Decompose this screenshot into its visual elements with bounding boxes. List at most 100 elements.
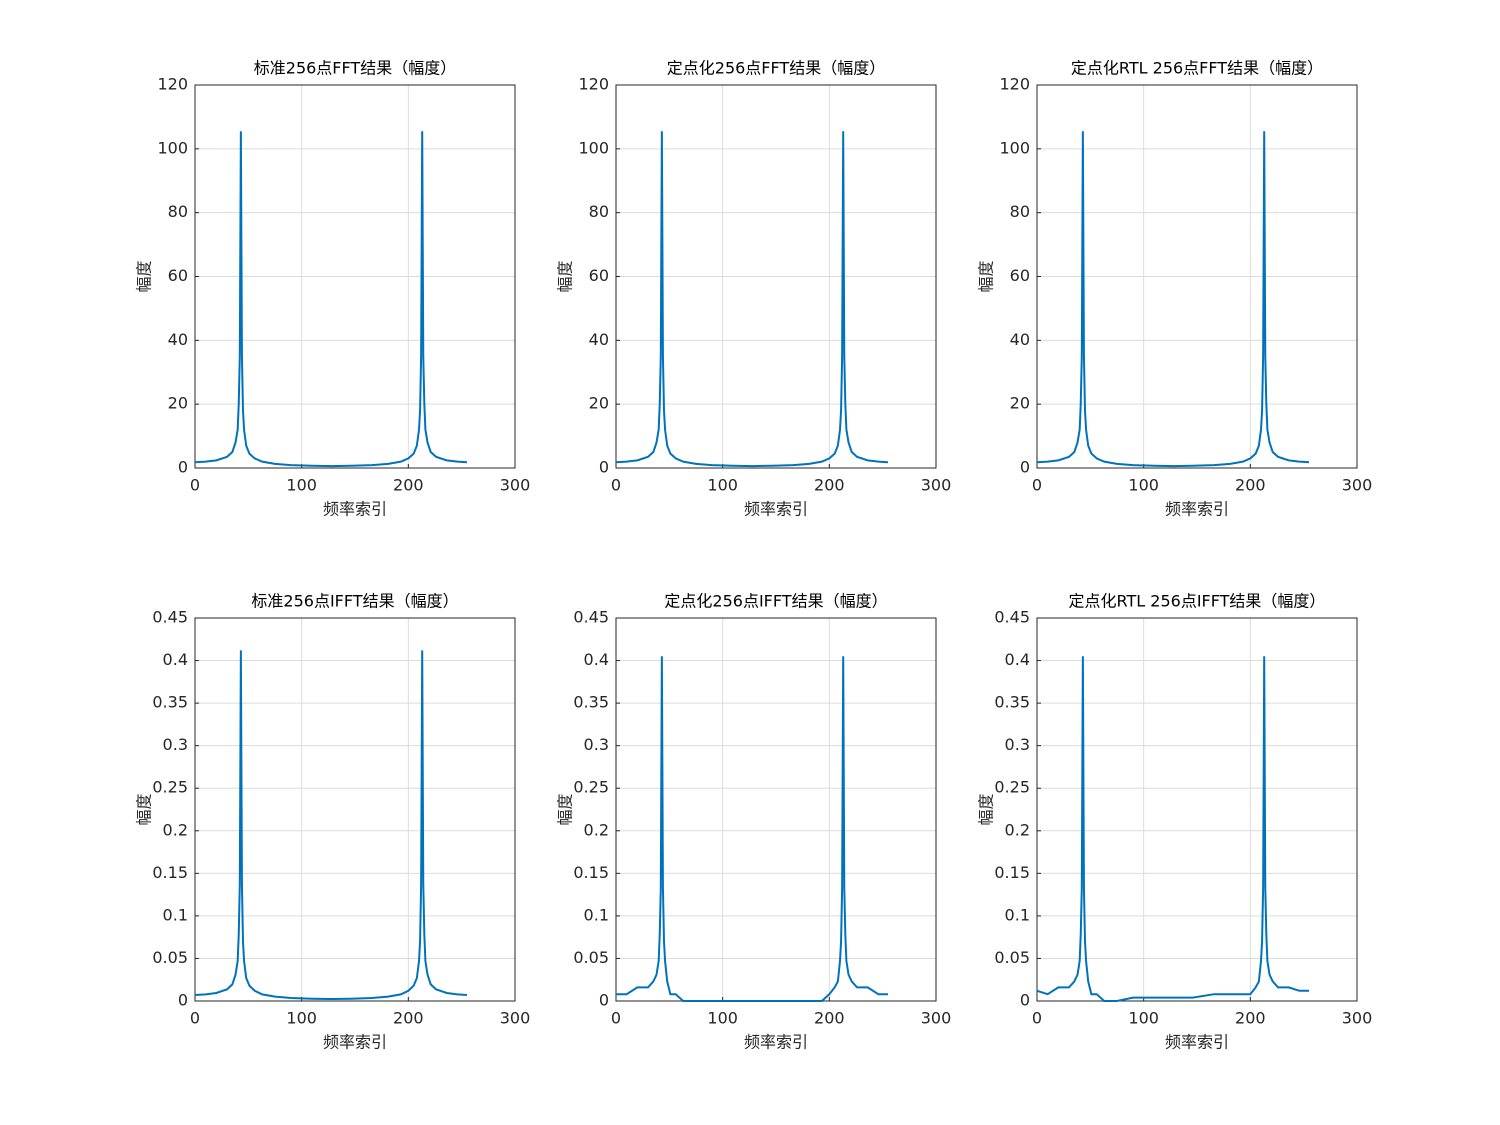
y-tick-label: 0.05 — [152, 948, 188, 967]
y-axis-label: 幅度 — [135, 793, 154, 825]
plot-area — [1037, 618, 1357, 1001]
x-tick-label: 100 — [286, 1009, 317, 1028]
chart-title: 标准256点FFT结果（幅度） — [254, 59, 456, 78]
x-tick-label: 200 — [814, 476, 845, 495]
x-tick-label: 0 — [1032, 1009, 1042, 1028]
chart-title: 定点化256点IFFT结果（幅度） — [664, 592, 887, 611]
y-tick-label: 0.35 — [152, 693, 188, 712]
axes-box — [194, 617, 516, 1002]
y-tick-label: 0.4 — [584, 650, 609, 669]
y-axis-label: 幅度 — [977, 793, 996, 825]
x-tick-label: 300 — [1342, 1009, 1373, 1028]
x-tick-label: 100 — [286, 476, 317, 495]
x-tick-label: 0 — [190, 1009, 200, 1028]
axes-box — [1036, 84, 1358, 469]
y-axis-label: 幅度 — [977, 260, 996, 292]
y-tick-label: 0.25 — [573, 778, 609, 797]
x-tick-label: 100 — [707, 1009, 738, 1028]
y-tick-label: 60 — [589, 266, 609, 285]
y-tick-label: 40 — [168, 330, 188, 349]
x-axis-label: 频率索引 — [744, 1033, 808, 1052]
y-tick-label: 0.25 — [152, 778, 188, 797]
x-axis-label: 频率索引 — [1165, 1033, 1229, 1052]
x-tick-label: 200 — [393, 476, 424, 495]
y-tick-label: 0.2 — [1005, 820, 1030, 839]
y-tick-label: 0.35 — [573, 693, 609, 712]
x-tick-label: 0 — [190, 476, 200, 495]
y-tick-label: 0.45 — [994, 608, 1030, 627]
x-tick-label: 100 — [707, 476, 738, 495]
y-tick-label: 120 — [999, 75, 1030, 94]
y-tick-label: 60 — [1010, 266, 1030, 285]
x-tick-label: 0 — [611, 1009, 621, 1028]
y-tick-label: 40 — [589, 330, 609, 349]
x-tick-label: 100 — [1128, 1009, 1159, 1028]
y-tick-label: 0.3 — [584, 735, 609, 754]
y-axis-label: 幅度 — [135, 260, 154, 292]
chart-title: 定点化RTL 256点IFFT结果（幅度） — [1069, 592, 1326, 611]
data-line — [194, 650, 468, 1001]
y-tick-label: 0 — [178, 991, 188, 1010]
chart-title: 标准256点IFFT结果（幅度） — [251, 592, 458, 611]
y-tick-label: 0 — [599, 458, 609, 477]
y-tick-label: 100 — [578, 138, 609, 157]
x-tick-label: 100 — [1128, 476, 1159, 495]
x-tick-label: 200 — [393, 1009, 424, 1028]
x-axis-label: 频率索引 — [1165, 500, 1229, 519]
y-tick-label: 0.3 — [1005, 735, 1030, 754]
y-tick-label: 120 — [578, 75, 609, 94]
y-axis-label: 幅度 — [556, 793, 575, 825]
y-tick-label: 0.1 — [163, 905, 188, 924]
y-tick-label: 100 — [157, 138, 188, 157]
y-tick-label: 0.3 — [163, 735, 188, 754]
x-tick-label: 0 — [611, 476, 621, 495]
y-tick-label: 40 — [1010, 330, 1030, 349]
axes-box — [615, 84, 937, 469]
y-tick-label: 120 — [157, 75, 188, 94]
x-axis-label: 频率索引 — [744, 500, 808, 519]
y-tick-label: 0.05 — [573, 948, 609, 967]
x-tick-label: 300 — [921, 1009, 952, 1028]
y-tick-label: 20 — [589, 394, 609, 413]
axes-box — [1036, 617, 1358, 1002]
y-axis-label: 幅度 — [556, 260, 575, 292]
data-line — [616, 656, 888, 1002]
x-tick-label: 0 — [1032, 476, 1042, 495]
y-tick-label: 0.35 — [994, 693, 1030, 712]
y-tick-label: 60 — [168, 266, 188, 285]
y-tick-label: 0.15 — [573, 863, 609, 882]
x-tick-label: 200 — [1235, 1009, 1266, 1028]
y-tick-label: 0 — [1020, 991, 1030, 1010]
chart-title: 定点化RTL 256点FFT结果（幅度） — [1071, 59, 1323, 78]
y-tick-label: 0.2 — [163, 820, 188, 839]
x-tick-label: 300 — [500, 476, 531, 495]
y-tick-label: 0.4 — [1005, 650, 1030, 669]
y-tick-label: 0.1 — [1005, 905, 1030, 924]
y-tick-label: 80 — [168, 202, 188, 221]
y-tick-label: 0.4 — [163, 650, 188, 669]
y-tick-label: 0.15 — [994, 863, 1030, 882]
x-tick-label: 300 — [1342, 476, 1373, 495]
y-tick-label: 0 — [599, 991, 609, 1010]
data-line — [1036, 656, 1309, 1002]
x-tick-label: 300 — [921, 476, 952, 495]
x-tick-label: 200 — [1235, 476, 1266, 495]
y-tick-label: 0.05 — [994, 948, 1030, 967]
y-tick-label: 0.2 — [584, 820, 609, 839]
y-tick-label: 80 — [589, 202, 609, 221]
plot-area — [616, 618, 936, 1001]
x-tick-label: 200 — [814, 1009, 845, 1028]
y-tick-label: 0.25 — [994, 778, 1030, 797]
x-axis-label: 频率索引 — [323, 500, 387, 519]
y-tick-label: 0.1 — [584, 905, 609, 924]
y-tick-label: 0.45 — [573, 608, 609, 627]
y-tick-label: 0 — [178, 458, 188, 477]
plot-area — [195, 618, 515, 1001]
y-tick-label: 0.15 — [152, 863, 188, 882]
x-tick-label: 300 — [500, 1009, 531, 1028]
data-line — [194, 131, 468, 468]
data-line — [1036, 131, 1310, 468]
chart-title: 定点化256点FFT结果（幅度） — [667, 59, 885, 78]
axes-box — [194, 84, 516, 469]
